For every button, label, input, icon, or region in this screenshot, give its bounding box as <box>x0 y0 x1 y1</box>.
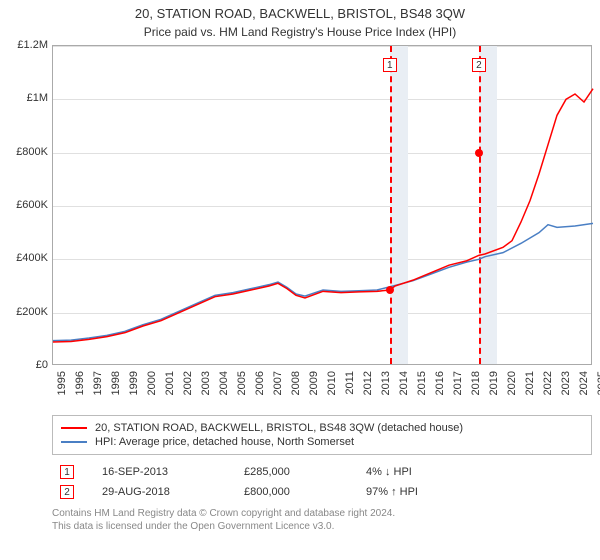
y-tick-label: £800K <box>16 146 48 158</box>
x-tick-label: 2022 <box>542 371 554 395</box>
event-badge: 1 <box>383 58 397 72</box>
legend-item: HPI: Average price, detached house, Nort… <box>61 436 583 448</box>
x-tick-label: 2011 <box>344 371 356 395</box>
x-axis-labels: 1995 1996 1997 1998 1999 2000 2001 2002 2003 2004… <box>52 367 592 415</box>
y-tick-label: £200K <box>16 306 48 318</box>
footer-line: This data is licensed under the Open Gov… <box>52 520 592 533</box>
legend-label: HPI: Average price, detached house, Nort… <box>95 436 354 448</box>
x-tick-label: 2021 <box>524 371 536 395</box>
x-tick-label: 1998 <box>110 371 122 395</box>
event-marker <box>475 149 483 157</box>
footer-line: Contains HM Land Registry data © Crown c… <box>52 507 592 520</box>
y-tick-label: £1M <box>27 92 48 104</box>
x-tick-label: 2012 <box>362 371 374 395</box>
plot-area: 12 <box>52 45 592 365</box>
x-tick-label: 2004 <box>218 371 230 395</box>
event-marker <box>386 286 394 294</box>
chart-lines <box>53 46 593 366</box>
x-tick-label: 1997 <box>92 371 104 395</box>
x-tick-label: 2007 <box>272 371 284 395</box>
x-tick-label: 2006 <box>254 371 266 395</box>
x-tick-label: 2025 <box>596 371 600 395</box>
table-row: 1 16-SEP-2013 £285,000 4% ↓ HPI <box>54 463 590 481</box>
footer: Contains HM Land Registry data © Crown c… <box>52 507 592 533</box>
x-tick-label: 2001 <box>164 371 176 395</box>
event-badge: 2 <box>472 58 486 72</box>
x-tick-label: 2013 <box>380 371 392 395</box>
transaction-price: £800,000 <box>238 483 358 501</box>
x-tick-label: 2019 <box>488 371 500 395</box>
x-tick-label: 1995 <box>56 371 68 395</box>
legend-box: 20, STATION ROAD, BACKWELL, BRISTOL, BS4… <box>52 415 592 455</box>
x-tick-label: 2003 <box>200 371 212 395</box>
legend-swatch <box>61 427 87 429</box>
chart-title: 20, STATION ROAD, BACKWELL, BRISTOL, BS4… <box>8 6 592 21</box>
chart-wrapper: 20, STATION ROAD, BACKWELL, BRISTOL, BS4… <box>0 0 600 560</box>
transactions-table: 1 16-SEP-2013 £285,000 4% ↓ HPI 2 29-AUG… <box>52 461 592 503</box>
y-tick-label: £600K <box>16 199 48 211</box>
x-tick-label: 2000 <box>146 371 158 395</box>
y-tick-label: £1.2M <box>17 39 48 51</box>
legend-swatch <box>61 441 87 443</box>
x-tick-label: 2002 <box>182 371 194 395</box>
chart-zone: £0£200K£400K£600K£800K£1M£1.2M 12 199519… <box>8 45 592 415</box>
x-tick-label: 2023 <box>560 371 572 395</box>
x-tick-label: 2014 <box>398 371 410 395</box>
x-tick-label: 2018 <box>470 371 482 395</box>
transaction-date: 29-AUG-2018 <box>96 483 236 501</box>
table-row: 2 29-AUG-2018 £800,000 97% ↑ HPI <box>54 483 590 501</box>
y-tick-label: £400K <box>16 252 48 264</box>
x-tick-label: 2016 <box>434 371 446 395</box>
transaction-price: £285,000 <box>238 463 358 481</box>
transaction-delta: 4% ↓ HPI <box>360 463 590 481</box>
legend-item: 20, STATION ROAD, BACKWELL, BRISTOL, BS4… <box>61 422 583 434</box>
y-tick-label: £0 <box>36 359 48 371</box>
x-tick-label: 2010 <box>326 371 338 395</box>
legend-label: 20, STATION ROAD, BACKWELL, BRISTOL, BS4… <box>95 422 463 434</box>
chart-subtitle: Price paid vs. HM Land Registry's House … <box>8 25 592 39</box>
transaction-delta: 97% ↑ HPI <box>360 483 590 501</box>
transaction-date: 16-SEP-2013 <box>96 463 236 481</box>
x-tick-label: 1996 <box>74 371 86 395</box>
x-tick-label: 2005 <box>236 371 248 395</box>
transaction-badge: 1 <box>60 465 74 479</box>
x-tick-label: 2008 <box>290 371 302 395</box>
y-axis-labels: £0£200K£400K£600K£800K£1M£1.2M <box>8 45 52 365</box>
series-price_paid <box>53 89 593 342</box>
x-tick-label: 2015 <box>416 371 428 395</box>
x-tick-label: 1999 <box>128 371 140 395</box>
transaction-badge: 2 <box>60 485 74 499</box>
x-tick-label: 2009 <box>308 371 320 395</box>
x-tick-label: 2020 <box>506 371 518 395</box>
x-tick-label: 2024 <box>578 371 590 395</box>
x-tick-label: 2017 <box>452 371 464 395</box>
